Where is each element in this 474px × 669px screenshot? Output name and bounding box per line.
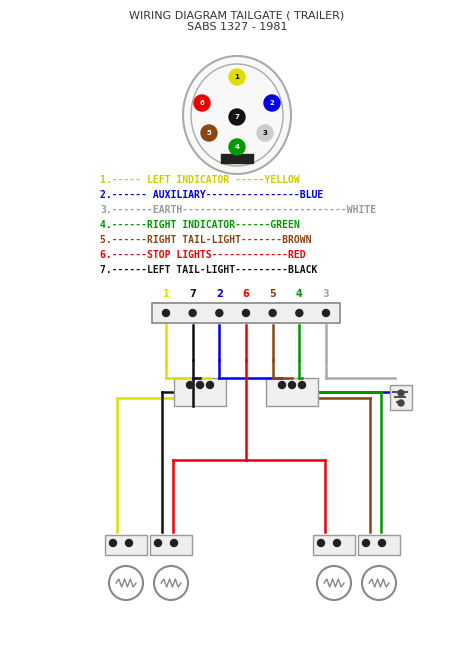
Text: SABS 1327 - 1981: SABS 1327 - 1981 — [187, 22, 287, 32]
Text: WIRING DIAGRAM TAILGATE ( TRAILER): WIRING DIAGRAM TAILGATE ( TRAILER) — [129, 10, 345, 20]
Circle shape — [109, 539, 117, 547]
Circle shape — [171, 539, 177, 547]
Bar — [174, 378, 226, 406]
Text: 6: 6 — [200, 100, 204, 106]
Circle shape — [257, 125, 273, 141]
Circle shape — [189, 310, 196, 316]
Circle shape — [322, 310, 329, 316]
Bar — [390, 385, 412, 410]
Text: 3.-------EARTH----------------------------WHITE: 3.-------EARTH--------------------------… — [100, 205, 376, 215]
Bar — [152, 303, 340, 323]
Circle shape — [229, 139, 245, 155]
Circle shape — [207, 381, 213, 389]
Text: 2: 2 — [270, 100, 274, 106]
Circle shape — [334, 539, 340, 547]
Circle shape — [229, 109, 245, 125]
Text: 1: 1 — [235, 74, 239, 80]
Circle shape — [163, 310, 170, 316]
Bar — [266, 378, 318, 406]
Circle shape — [289, 381, 295, 389]
Circle shape — [264, 95, 280, 111]
Circle shape — [126, 539, 133, 547]
Text: 3: 3 — [323, 289, 329, 299]
Bar — [221, 154, 253, 163]
Text: 7.------LEFT TAIL-LIGHT---------BLACK: 7.------LEFT TAIL-LIGHT---------BLACK — [100, 265, 318, 275]
Text: 5: 5 — [269, 289, 276, 299]
Circle shape — [229, 69, 245, 85]
Bar — [313, 535, 355, 555]
Text: 4: 4 — [235, 144, 239, 150]
Circle shape — [363, 539, 370, 547]
Circle shape — [155, 539, 162, 547]
Ellipse shape — [183, 56, 291, 174]
Bar — [105, 535, 147, 555]
Text: 4.------RIGHT INDICATOR------GREEN: 4.------RIGHT INDICATOR------GREEN — [100, 220, 300, 230]
Text: 3: 3 — [263, 130, 267, 136]
Text: 2: 2 — [216, 289, 223, 299]
Circle shape — [398, 390, 404, 396]
Text: 4: 4 — [296, 289, 303, 299]
Circle shape — [296, 310, 303, 316]
Circle shape — [299, 381, 306, 389]
Circle shape — [194, 95, 210, 111]
Text: 6.------STOP LIGHTS-------------RED: 6.------STOP LIGHTS-------------RED — [100, 250, 306, 260]
Circle shape — [197, 381, 203, 389]
Circle shape — [186, 381, 193, 389]
Text: 6: 6 — [243, 289, 249, 299]
Circle shape — [216, 310, 223, 316]
Circle shape — [201, 125, 217, 141]
Text: 2.------ AUXILIARY----------------BLUE: 2.------ AUXILIARY----------------BLUE — [100, 190, 323, 200]
Text: 1: 1 — [163, 289, 169, 299]
Circle shape — [269, 310, 276, 316]
Bar — [358, 535, 400, 555]
Text: 5.------RIGHT TAIL-LIGHT-------BROWN: 5.------RIGHT TAIL-LIGHT-------BROWN — [100, 235, 311, 245]
Bar — [150, 535, 192, 555]
Circle shape — [318, 539, 325, 547]
Circle shape — [243, 310, 249, 316]
Text: 1.----- LEFT INDICATOR -----YELLOW: 1.----- LEFT INDICATOR -----YELLOW — [100, 175, 300, 185]
Text: 7: 7 — [235, 114, 239, 120]
Circle shape — [398, 400, 404, 406]
Text: 7: 7 — [189, 289, 196, 299]
Circle shape — [379, 539, 385, 547]
Circle shape — [279, 381, 285, 389]
Text: 5: 5 — [207, 130, 211, 136]
